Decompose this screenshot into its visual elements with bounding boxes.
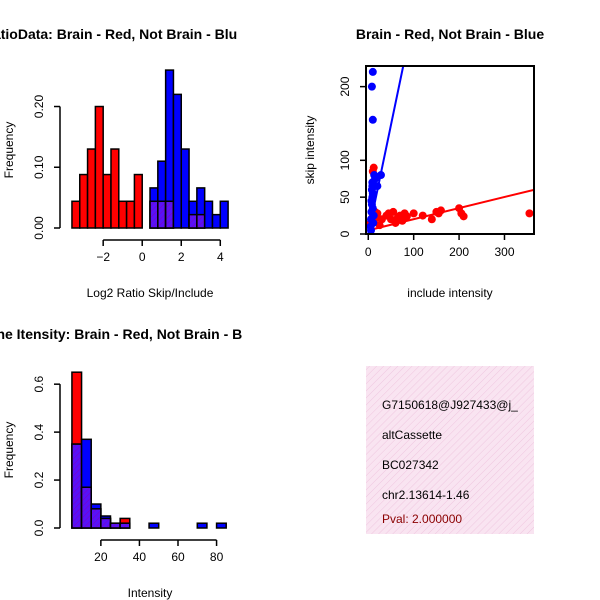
ratio-x-tick-label: 4 [217,250,224,264]
info-location: chr2.13614-1.46 [382,488,470,502]
gene-bar-overlap [71,443,83,529]
ratio-histogram-bars [71,69,229,229]
ratio-bar-notbrain [211,213,222,229]
ratio-y-tick-label: 0.20 [32,95,46,119]
gene-intensity-xlabel: Intensity [128,586,173,600]
scatter-point-notbrain [371,174,380,183]
ratio-x-tick-label: −2 [96,250,110,264]
ratio-bar-overlap [196,213,206,229]
info-pval: Pval: 2.000000 [382,512,462,526]
gene-y-tick-label: 0.6 [32,376,46,393]
scatter-fit-line-notbrain [367,66,405,234]
ratio-bar-notbrain [172,93,183,229]
scatter-y-tick-label: 0 [338,230,352,237]
gene-bar-overlap [109,522,121,529]
ratio-bar-brain [133,173,143,229]
scatter-x-tick-label: 200 [449,245,469,259]
gene-intensity-title: Gene Itensity: Brain - Red, Not Brain - … [0,326,242,342]
gene-bar-overlap [119,522,131,529]
ratio-bar-brain [118,200,128,229]
gene-info-panel: G7150618@J927433@j_ altCassette BC027342… [366,366,534,534]
scatter-point-brain [402,212,411,221]
scatter-plot-area [366,66,534,234]
scatter-frame [365,65,535,235]
scatter-y-tick-label: 50 [338,190,352,204]
ratio-x-tick-label: 2 [178,250,185,264]
ratio-y-tick-label: 0.00 [32,216,46,240]
scatter-point-notbrain [367,196,376,205]
ratio-bar-brain [110,148,120,229]
scatter-point-brain [369,163,378,172]
scatter-x-tick-label: 0 [365,245,372,259]
scatter-point-brain [525,209,534,218]
gene-intensity-bars [71,371,227,529]
scatter-point-brain [427,215,436,224]
ratio-histogram-panel: RatioData: Brain - Red, Not Brain - Blu … [0,26,237,300]
gene-bar-overlap [80,486,92,529]
info-panel-background [366,366,534,534]
scatter-title: Brain - Red, Not Brain - Blue [356,26,544,42]
scatter-marks [366,66,534,234]
scatter-point-notbrain [368,115,377,124]
gene-y-tick-label: 0.0 [32,519,46,536]
info-gene-id: G7150618@J927433@j_ [382,398,518,412]
scatter-point-notbrain [367,82,376,91]
intensity-scatter-panel: Brain - Red, Not Brain - Blue 0 100 200 300… [303,26,544,300]
gene-x-tick-label: 80 [210,550,224,564]
ratio-bar-overlap [157,200,167,229]
scatter-point-notbrain [368,67,377,76]
gene-bar-notbrain [196,522,208,529]
gene-intensity-histogram-panel: Gene Itensity: Brain - Red, Not Brain - … [0,326,242,600]
gene-x-tick-label: 40 [133,550,147,564]
ratio-bar-brain [79,173,89,229]
ratio-bar-overlap [149,200,159,229]
scatter-point-brain [459,212,468,221]
scatter-xlabel: include intensity [407,286,492,300]
info-accession: BC027342 [382,458,439,472]
gene-bar-notbrain [215,522,227,529]
scatter-y-tick-label: 200 [338,76,352,96]
scatter-point-brain [409,209,418,218]
scatter-fit-line-brain [368,188,534,232]
gene-bar-overlap [100,517,112,529]
scatter-x-tick-label: 100 [404,245,424,259]
gene-y-tick-label: 0.4 [32,423,46,440]
gene-bar-overlap [90,508,102,529]
ratio-bar-brain [125,200,136,229]
ratio-bar-brain [71,200,81,229]
gene-x-tick-label: 60 [171,550,185,564]
scatter-axes: 0 100 200 300 0 50 100 200 [338,65,535,259]
scatter-ylabel: skip intensity [303,116,317,185]
gene-intensity-axes: 20 40 60 80 0.0 0.2 0.4 0.6 [32,376,224,564]
ratio-histogram-title: RatioData: Brain - Red, Not Brain - Blu [0,26,237,42]
gene-intensity-ylabel: Frequency [2,422,16,479]
ratio-histogram-xlabel: Log2 Ratio Skip/Include [87,286,214,300]
ratio-bar-overlap [164,200,175,229]
ratio-bar-notbrain [180,148,190,229]
info-event-type: altCassette [382,428,442,442]
ratio-bar-notbrain [203,200,214,229]
scatter-x-tick-label: 300 [494,245,514,259]
ratio-bar-brain [94,105,104,229]
ratio-y-tick-label: 0.10 [32,155,46,179]
gene-x-tick-label: 20 [94,550,108,564]
scatter-point-brain [389,207,398,216]
ratio-bar-notbrain [219,200,229,229]
gene-y-tick-label: 0.2 [32,471,46,488]
ratio-bar-brain [102,173,112,229]
ratio-bar-brain [86,148,97,229]
ratio-histogram-axes: −2 0 2 4 0.00 0.10 0.20 [32,95,224,264]
ratio-bar-overlap [188,213,198,229]
gene-bar-notbrain [148,522,160,529]
ratio-x-tick-label: 0 [139,250,146,264]
scatter-y-tick-label: 100 [338,150,352,170]
ratio-histogram-ylabel: Frequency [2,122,16,179]
